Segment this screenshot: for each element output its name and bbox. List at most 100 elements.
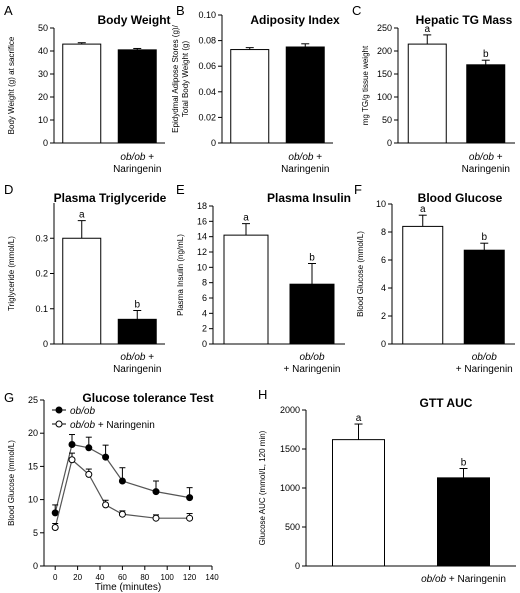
y-tick-label: 8 <box>202 278 207 288</box>
y-tick-label: 0.04 <box>198 87 216 97</box>
panel-letter: E <box>176 182 185 197</box>
legend-label: ob/ob + Naringenin <box>70 420 155 431</box>
data-point <box>186 494 194 502</box>
panel-D: 0 0.1 0.2 0.3 a b ob/ob + Naringenin D Plasma Tri… <box>4 182 167 375</box>
bar <box>117 318 157 345</box>
y-tick-label: 30 <box>38 69 48 79</box>
panel-B: 0 0.02 0.04 0.06 0.08 0.10 ob/ob + Naringenin B A… <box>171 3 340 175</box>
y-tick-label: 10 <box>28 495 38 505</box>
category-label: ob/ob + Naringenin <box>284 352 341 375</box>
y-tick-label: 2 <box>202 324 207 334</box>
y-tick-label: 8 <box>381 227 386 237</box>
y-tick-label: 50 <box>38 23 48 33</box>
category-label: ob/ob + Naringenin <box>281 152 329 175</box>
y-tick-label: 40 <box>38 46 48 56</box>
y-tick-label: 25 <box>28 395 38 405</box>
chart-title: Blood Glucose <box>418 191 503 205</box>
significance-letter: b <box>461 458 467 469</box>
panel-E: 0 2 4 6 8 10 12 14 16 18 a b ob/ob + Naringenin E Plasm… <box>176 182 351 375</box>
panel-letter: F <box>354 182 362 197</box>
significance-letter: a <box>420 204 426 215</box>
significance-letter: a <box>424 24 430 35</box>
y-tick-label: 2000 <box>280 405 300 415</box>
y-tick-label: 0.2 <box>35 269 48 279</box>
y-tick-label: 4 <box>202 308 207 318</box>
y-axis-label: Blood Glucose (mmol/L) <box>7 440 16 526</box>
y-axis-label: Body Weight (g) at sacrifice <box>7 36 16 134</box>
y-tick-label: 0.02 <box>198 112 216 122</box>
panel-letter: D <box>4 182 13 197</box>
bar <box>407 43 447 144</box>
significance-letter: b <box>309 253 315 264</box>
chart-title: GTT AUC <box>420 396 473 410</box>
category-label: ob/ob + Naringenin <box>113 152 161 175</box>
y-tick-label: 200 <box>377 46 392 56</box>
y-tick-label: 10 <box>197 262 207 272</box>
y-tick-label: 10 <box>376 199 386 209</box>
y-axis-label: Epidydmal Adipose Stores (g)/Total Body … <box>171 24 190 132</box>
y-tick-label: 50 <box>382 115 392 125</box>
panel-letter: B <box>176 3 185 18</box>
y-tick-label: 150 <box>377 69 392 79</box>
y-tick-label: 15 <box>28 461 38 471</box>
significance-letter: b <box>481 232 487 243</box>
data-point <box>118 510 126 518</box>
significance-letter: b <box>483 49 489 60</box>
y-tick-label: 100 <box>377 92 392 102</box>
significance-letter: b <box>134 300 140 311</box>
x-tick-label: 120 <box>183 573 197 582</box>
bar <box>463 249 505 345</box>
data-point <box>51 509 59 517</box>
category-label: ob/ob + Naringenin <box>456 352 513 375</box>
data-point <box>118 477 126 485</box>
y-tick-label: 12 <box>197 247 207 257</box>
data-point <box>186 514 194 522</box>
data-point <box>102 453 110 461</box>
bar <box>466 64 506 144</box>
y-tick-label: 2 <box>381 311 386 321</box>
panel-letter: G <box>4 390 14 405</box>
y-tick-label: 0.3 <box>35 233 48 243</box>
y-tick-label: 0.1 <box>35 304 48 314</box>
y-tick-label: 14 <box>197 232 207 242</box>
category-label: ob/ob + Naringenin <box>113 352 161 375</box>
legend-label: ob/ob <box>70 406 95 417</box>
chart-title: Body Weight <box>97 13 170 27</box>
bar <box>230 49 270 144</box>
y-tick-label: 20 <box>38 92 48 102</box>
y-tick-label: 0 <box>387 138 392 148</box>
y-tick-label: 250 <box>377 23 392 33</box>
y-tick-label: 1000 <box>280 483 300 493</box>
data-point <box>51 523 59 531</box>
y-axis-label: Plasma Insulin (ng/mL) <box>176 234 185 316</box>
panel-letter: A <box>4 3 13 18</box>
panel-H: 0 500 1000 1500 2000 a b ob/ob + Naringenin H GTT… <box>258 387 516 585</box>
x-tick-label: 80 <box>140 573 149 582</box>
y-tick-label: 0 <box>381 339 386 349</box>
significance-letter: a <box>79 210 85 221</box>
x-tick-label: 60 <box>118 573 127 582</box>
y-tick-label: 20 <box>28 428 38 438</box>
y-tick-label: 6 <box>381 255 386 265</box>
y-tick-label: 0 <box>295 561 300 571</box>
significance-letter: a <box>243 213 249 224</box>
y-tick-label: 16 <box>197 216 207 226</box>
y-tick-label: 0.06 <box>198 61 216 71</box>
data-point <box>68 456 76 464</box>
y-tick-label: 0 <box>43 339 48 349</box>
panel-letter: C <box>352 3 361 18</box>
y-tick-label: 1500 <box>280 444 300 454</box>
data-point <box>102 501 110 509</box>
y-tick-label: 0 <box>211 138 216 148</box>
bar <box>117 49 157 144</box>
bar <box>62 43 102 144</box>
y-tick-label: 0.10 <box>198 10 216 20</box>
bar <box>62 237 102 345</box>
chart-title: Plasma Triglyceride <box>54 191 167 205</box>
data-point <box>68 440 76 448</box>
x-tick-label: 100 <box>161 573 175 582</box>
y-tick-label: 0.08 <box>198 36 216 46</box>
bar <box>285 46 325 144</box>
chart-title: Hepatic TG Mass <box>416 13 513 27</box>
